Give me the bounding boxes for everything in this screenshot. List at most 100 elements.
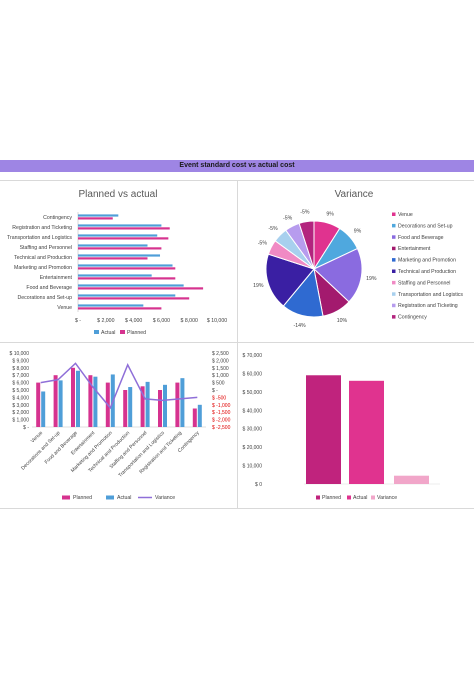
left-tick-label: $ - [23, 425, 29, 431]
pie-data-label: -14% [294, 323, 306, 329]
category-label: Registration and Ticketing [12, 225, 72, 231]
actual-bar [180, 378, 185, 427]
actual-bar [78, 224, 162, 227]
left-tick-label: $ 4,000 [12, 395, 29, 401]
variance-pie-chart: Variance 9% 9% 19% 10% -14% 19% -5% -5% -5% -5% Ven… [238, 180, 474, 342]
left-tick-label: $ 9,000 [12, 358, 29, 364]
y-tick-label: $ 10,000 [243, 464, 263, 470]
legend-swatch [371, 495, 375, 500]
planned-bar [78, 237, 169, 240]
x-tick-label: $ 4,000 [125, 318, 142, 324]
category-label: Venue [57, 305, 72, 311]
actual-bar [78, 254, 161, 257]
category-label: Contingency [43, 215, 72, 221]
right-tick-label: $ 1,500 [212, 366, 229, 372]
pie-data-label: -5% [258, 241, 268, 247]
legend-swatch [392, 280, 396, 285]
planned-vs-actual-chart: Planned vs actual Venue Decorations and Se… [0, 180, 237, 342]
legend-swatch-planned [120, 330, 125, 334]
pie-data-label: 9% [326, 211, 334, 217]
legend-label: Planned [322, 495, 341, 501]
legend-swatch [392, 258, 396, 262]
pie-data-label: -5% [300, 210, 310, 216]
left-tick-label: $ 7,000 [12, 373, 29, 379]
left-tick-label: $ 3,000 [12, 403, 29, 409]
legend-label: Technical and Production [398, 269, 456, 275]
category-label: Venue [30, 430, 44, 444]
y-tick-label: $ 50,000 [243, 390, 263, 396]
y-tick-label: $ 30,000 [243, 427, 263, 433]
total-bar [394, 475, 429, 484]
actual-bar [78, 294, 176, 297]
planned-bar [140, 386, 145, 427]
variance-line [40, 362, 198, 410]
right-tick-label: $ -2,500 [212, 425, 231, 431]
pie-data-label: -5% [283, 215, 293, 221]
right-tick-label: $ 2,000 [212, 358, 229, 364]
pie-data-label: 9% [354, 229, 362, 235]
planned-bar [175, 382, 180, 427]
planned-bar [158, 390, 162, 427]
y-tick-label: $ 0 [255, 482, 262, 488]
actual-bar [93, 376, 98, 427]
legend-label: Registration and Ticketing [398, 303, 458, 309]
category-label: Food and Beverage [26, 285, 72, 291]
y-tick-label: $ 20,000 [243, 445, 263, 451]
right-tick-label: $ - [212, 388, 218, 394]
legend-swatch [392, 246, 396, 251]
legend-swatch [392, 212, 396, 216]
total-bar [349, 380, 384, 484]
legend-label: Venue [398, 212, 413, 218]
legend-label: Marketing and Promotion [398, 258, 456, 264]
right-tick-label: $ -500 [212, 395, 226, 401]
y-tick-label: $ 70,000 [243, 353, 263, 359]
x-tick-label: $ - [75, 318, 81, 324]
pie-data-label: 19% [253, 283, 264, 289]
legend-swatch [392, 223, 396, 228]
legend-planned: Planned [73, 495, 92, 501]
right-tick-label: $ 2,500 [212, 351, 229, 357]
legend-swatch [316, 495, 320, 500]
legend-swatch-actual [94, 330, 99, 334]
actual-bar [78, 274, 152, 277]
right-tick-label: $ 1,000 [212, 373, 229, 379]
chart-title: Planned vs actual [79, 189, 158, 200]
x-tick-label: $ 6,000 [153, 318, 170, 324]
legend-label: Decorations and Set-up [398, 223, 453, 229]
planned-bar [78, 307, 162, 310]
divider [0, 508, 474, 509]
actual-bar [78, 244, 148, 247]
planned-bar [88, 375, 93, 427]
y-tick-label: $ 60,000 [243, 371, 263, 377]
left-tick-label: $ 5,000 [12, 388, 29, 394]
actual-bar [163, 384, 167, 427]
right-tick-label: $ -2,000 [212, 418, 231, 424]
x-tick-label: $ 8,000 [181, 318, 198, 324]
planned-bar [78, 287, 204, 290]
pie-slice [313, 247, 363, 303]
pie-slice [265, 253, 315, 307]
left-tick-label: $ 1,000 [12, 418, 29, 424]
planned-bar [78, 277, 176, 280]
category-label: Transportation and Logistics [7, 235, 72, 241]
actual-bar [58, 380, 63, 427]
category-label: Technical and Production [14, 255, 72, 261]
pie-data-label: 10% [337, 318, 348, 324]
planned-bar [36, 382, 41, 427]
actual-bar [78, 264, 173, 267]
legend-label: Food and Beverage [398, 235, 444, 241]
left-tick-label: $ 10,000 [10, 351, 30, 357]
legend-swatch [392, 292, 396, 296]
legend-planned: Planned [127, 330, 146, 336]
left-tick-label: $ 2,000 [12, 410, 29, 416]
actual-bar [145, 381, 150, 427]
legend-label: Contingency [398, 315, 427, 321]
combo-chart: $ - $ 1,000 $ 2,000 $ 3,000 $ 4,000 $ 5,000 $ … [0, 343, 237, 508]
actual-bar [78, 234, 158, 237]
planned-bar [78, 217, 113, 220]
category-label: Staffing and Personnel [20, 245, 72, 251]
divider [237, 180, 238, 508]
legend-label: Transportation and Logistics [398, 292, 463, 298]
legend-swatch [392, 303, 396, 308]
legend-label: Entertainment [398, 246, 431, 252]
